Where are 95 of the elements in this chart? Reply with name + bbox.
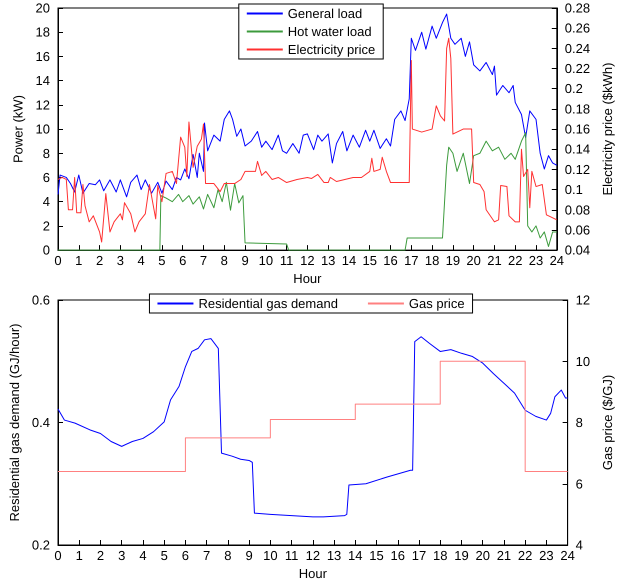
x-tick-label: 16 — [383, 253, 398, 268]
y2-tick-label: 0.28 — [564, 0, 590, 16]
y-tick-label: 10 — [36, 122, 50, 137]
legend-label: Gas price — [408, 296, 465, 311]
y-tick-label: 8 — [42, 146, 50, 161]
legend-label: Hot water load — [288, 24, 372, 39]
x-tick-label: 3 — [116, 253, 124, 268]
legend-label: Electricity price — [288, 42, 376, 57]
y2-tick-label: 4 — [576, 538, 583, 552]
x-tick-label: 8 — [220, 253, 228, 268]
y2-tick-label: 0.14 — [564, 142, 590, 157]
y-tick-label: 4 — [42, 194, 50, 210]
x-tick-label: 0 — [54, 253, 62, 268]
y2-tick-label: 0.24 — [564, 40, 590, 56]
x-tick-label: 1 — [76, 548, 83, 563]
x-tick-label: 11 — [280, 253, 294, 268]
y-tick-label: 6 — [42, 170, 50, 185]
x-tick-label: 21 — [496, 548, 512, 563]
x-tick-label: 2 — [96, 253, 104, 268]
x-tick-label: 8 — [224, 548, 232, 563]
y-tick-label: 20 — [36, 0, 50, 16]
x-tick-label: 23 — [528, 253, 544, 268]
x-tick-label: 15 — [369, 548, 384, 563]
y-tick-label: 0.6 — [32, 292, 50, 308]
y2-tick-label: 0.1 — [564, 182, 583, 198]
x-tick-label: 10 — [258, 253, 274, 268]
x-tick-label: 4 — [138, 253, 145, 268]
x-tick-label: 7 — [203, 548, 210, 563]
x-tick-label: 6 — [182, 548, 190, 563]
y-tick-label: 18 — [36, 24, 50, 40]
x-tick-label: 22 — [518, 548, 532, 563]
y-tick-label: 0.2 — [32, 538, 50, 552]
x-tick-label: 13 — [326, 548, 342, 563]
y-tick-label: 0 — [42, 242, 50, 258]
y2-tick-label: 0.16 — [564, 122, 590, 137]
y-tick-label: 2 — [42, 218, 50, 234]
y-axis-title: Residential gas demand (GJ/hour) — [7, 324, 22, 522]
y2-tick-label: 0.06 — [564, 222, 590, 238]
x-tick-label: 3 — [118, 548, 126, 563]
y2-tick-label: 6 — [576, 476, 583, 492]
line-series — [58, 336, 568, 518]
x-tick-label: 19 — [454, 548, 469, 563]
x-axis-title: Hour — [298, 566, 328, 581]
y2-tick-label: 0.18 — [564, 101, 590, 116]
y2-axis-title: Gas price ($/GJ) — [600, 374, 615, 470]
x-tick-label: 24 — [550, 253, 564, 268]
y2-tick-label: 0.12 — [564, 162, 590, 177]
x-tick-label: 18 — [432, 548, 448, 563]
x-tick-label: 1 — [75, 253, 82, 268]
x-tick-label: 5 — [158, 253, 166, 268]
y2-tick-label: 0.26 — [564, 20, 590, 36]
x-tick-label: 10 — [263, 548, 278, 563]
x-tick-label: 20 — [466, 253, 481, 268]
x-tick-label: 12 — [300, 253, 315, 268]
x-tick-label: 21 — [487, 253, 502, 268]
y-tick-label: 14 — [36, 73, 50, 88]
x-tick-label: 9 — [246, 548, 253, 563]
y2-tick-label: 0.08 — [564, 202, 590, 218]
y2-tick-label: 8 — [576, 415, 583, 430]
y2-tick-label: 0.22 — [564, 61, 590, 76]
y-axis-title: Power (kW) — [10, 95, 26, 163]
x-tick-label: 20 — [475, 548, 490, 563]
y2-tick-label: 0.04 — [564, 242, 590, 258]
y2-tick-label: 0.2 — [564, 81, 583, 96]
legend-label: General load — [288, 6, 362, 21]
x-tick-label: 18 — [424, 253, 440, 268]
x-tick-label: 7 — [200, 253, 208, 268]
x-tick-label: 22 — [508, 253, 522, 268]
x-tick-label: 12 — [306, 548, 320, 563]
x-tick-label: 17 — [404, 253, 419, 268]
x-tick-label: 19 — [446, 253, 460, 268]
y2-tick-label: 10 — [576, 354, 590, 369]
x-tick-label: 9 — [241, 253, 249, 268]
x-tick-label: 15 — [362, 253, 377, 268]
x-tick-label: 16 — [390, 548, 405, 563]
x-tick-label: 11 — [284, 548, 298, 563]
x-tick-label: 17 — [412, 548, 426, 563]
x-tick-label: 2 — [96, 548, 104, 563]
line-series — [58, 38, 558, 243]
x-tick-label: 4 — [139, 548, 147, 563]
x-tick-label: 14 — [342, 253, 356, 268]
x-axis-title: Hour — [293, 271, 322, 286]
x-tick-label: 5 — [160, 548, 168, 563]
legend-label: Residential gas demand — [198, 296, 338, 311]
y-tick-label: 0.4 — [32, 415, 50, 430]
y2-axis-title: Electricity price ($kWh) — [600, 62, 615, 196]
x-tick-label: 13 — [320, 253, 336, 268]
x-tick-label: 24 — [560, 548, 575, 563]
y-tick-label: 16 — [36, 48, 50, 64]
y-tick-label: 12 — [36, 97, 50, 112]
x-tick-label: 0 — [54, 548, 62, 563]
x-tick-label: 23 — [539, 548, 554, 563]
x-tick-label: 6 — [179, 253, 186, 268]
x-tick-label: 14 — [348, 548, 363, 563]
y2-tick-label: 12 — [576, 292, 590, 308]
